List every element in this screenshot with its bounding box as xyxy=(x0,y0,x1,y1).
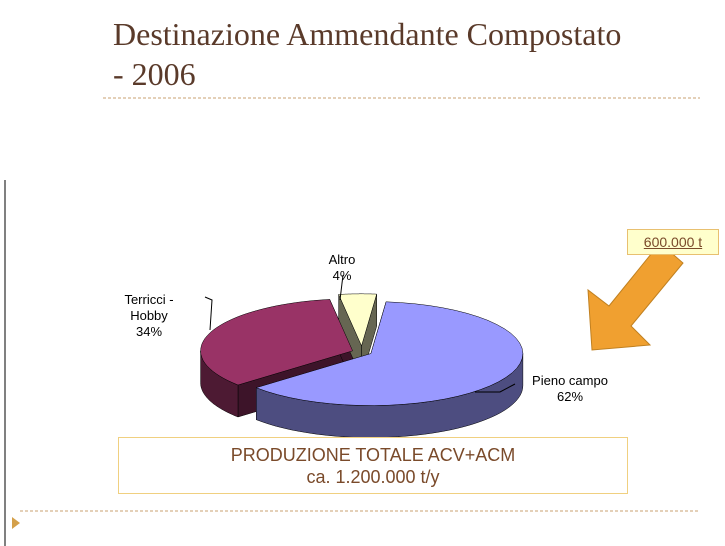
total-box: PRODUZIONE TOTALE ACV+ACM ca. 1.200.000 … xyxy=(118,437,628,494)
total-line: PRODUZIONE TOTALE ACV+ACM xyxy=(230,445,516,465)
bullet xyxy=(12,517,20,529)
pie xyxy=(200,293,524,438)
value-label: 4% xyxy=(332,268,352,283)
callout: 600.000 t xyxy=(627,229,719,255)
value-label: 62% xyxy=(556,389,584,404)
leader-line xyxy=(339,274,344,301)
leader-line xyxy=(475,383,516,393)
label: Terricci - Hobby xyxy=(124,292,174,323)
title: Destinazione Ammendante Compostato - 200… xyxy=(113,16,622,92)
slice xyxy=(338,293,378,347)
arrow xyxy=(587,242,684,351)
leader-line xyxy=(204,296,213,331)
total-line: ca. 1.200.000 t/y xyxy=(306,467,440,487)
slice xyxy=(200,299,353,386)
slice xyxy=(255,301,524,406)
value-label: 34% xyxy=(135,324,163,339)
label: Pieno campo xyxy=(532,373,608,388)
label: Altro xyxy=(328,252,356,267)
